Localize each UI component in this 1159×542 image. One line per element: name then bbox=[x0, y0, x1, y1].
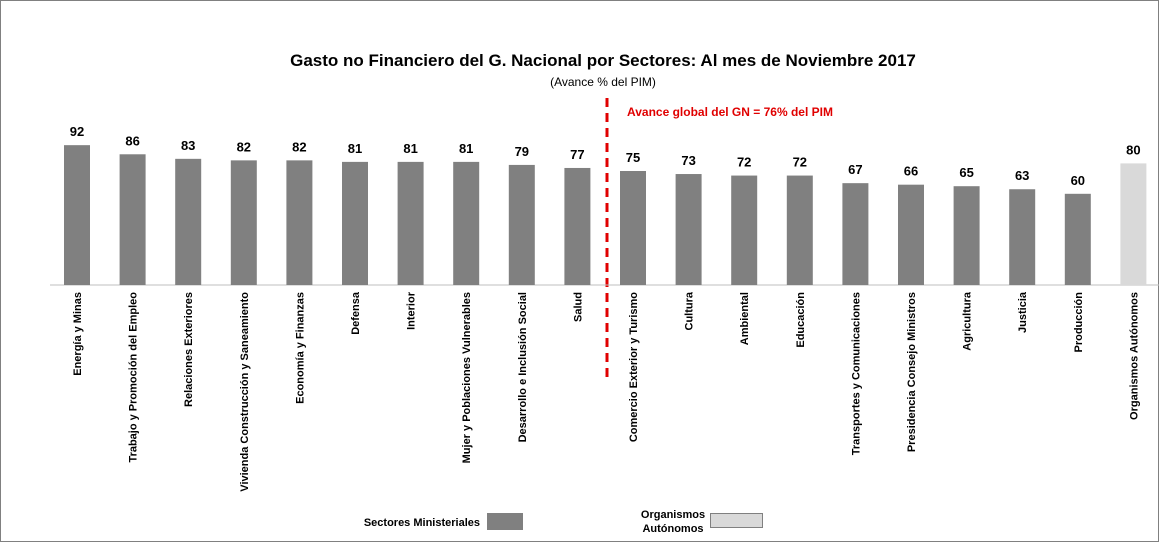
bar bbox=[1009, 189, 1036, 285]
chart-subtitle: (Avance % del PIM) bbox=[550, 75, 656, 89]
x-tick-label: Defensa bbox=[350, 291, 362, 335]
value-label: 67 bbox=[848, 162, 862, 177]
value-label: 82 bbox=[292, 139, 306, 154]
bar bbox=[119, 154, 146, 285]
bar bbox=[842, 183, 869, 285]
value-label: 92 bbox=[70, 124, 84, 139]
value-label: 75 bbox=[626, 150, 640, 165]
annotation: Avance global del GN = 76% del PIM bbox=[627, 105, 833, 119]
value-label: 72 bbox=[793, 155, 807, 170]
bar bbox=[564, 167, 591, 285]
value-label: 82 bbox=[237, 139, 251, 154]
chart-title: Gasto no Financiero del G. Nacional por … bbox=[290, 51, 916, 70]
x-tick-label: Relaciones Exteriores bbox=[183, 292, 195, 407]
value-label: 80 bbox=[1126, 142, 1140, 157]
legend-label: Sectores Ministeriales bbox=[364, 517, 480, 529]
x-tick-label: Mujer y Poblaciones Vulnerables bbox=[461, 292, 473, 463]
legend-swatch bbox=[487, 513, 523, 530]
bar bbox=[731, 175, 758, 285]
x-tick-label: Trabajo y Promoción del Empleo bbox=[128, 292, 140, 463]
value-label: 66 bbox=[904, 164, 918, 179]
x-tick-label: Vivienda Construcción y Saneamiento bbox=[239, 292, 251, 492]
x-tick-label: Desarrollo e Inclusión Social bbox=[517, 292, 529, 442]
bar bbox=[342, 161, 368, 285]
x-tick-label: Educación bbox=[795, 292, 807, 348]
bar bbox=[453, 161, 480, 285]
value-label: 73 bbox=[681, 153, 695, 168]
value-label: 81 bbox=[459, 141, 473, 156]
x-tick-label: Producción bbox=[1073, 292, 1085, 353]
value-label: 81 bbox=[403, 141, 417, 156]
value-label: 60 bbox=[1071, 173, 1085, 188]
x-tick-label: Organismos Autónomos bbox=[1128, 292, 1140, 420]
x-tick-label: Interior bbox=[406, 291, 418, 330]
x-tick-label: Cultura bbox=[684, 291, 696, 330]
value-label: 77 bbox=[570, 147, 584, 162]
x-tick-label: Salud bbox=[572, 292, 584, 322]
bar bbox=[1064, 193, 1091, 285]
x-tick-label: Agricultura bbox=[962, 291, 974, 351]
bar bbox=[898, 184, 924, 285]
value-label: 63 bbox=[1015, 168, 1029, 183]
bar bbox=[64, 145, 90, 285]
value-label: 86 bbox=[125, 133, 139, 148]
value-label: 83 bbox=[181, 138, 195, 153]
bar bbox=[286, 160, 313, 285]
bar bbox=[675, 174, 702, 285]
x-tick-label: Comercio Exterior y Turismo bbox=[628, 292, 640, 442]
x-tick-label: Justicia bbox=[1017, 291, 1029, 333]
x-tick-label: Energía y Minas bbox=[72, 292, 84, 376]
bar bbox=[397, 161, 424, 285]
x-tick-label: Ambiental bbox=[739, 292, 751, 345]
value-label: 79 bbox=[515, 144, 529, 159]
bar bbox=[508, 164, 535, 285]
value-label: 81 bbox=[348, 141, 362, 156]
legend-swatch bbox=[710, 513, 763, 528]
bar bbox=[953, 186, 980, 285]
value-label: 65 bbox=[959, 165, 973, 180]
bar bbox=[175, 158, 202, 285]
bar bbox=[230, 160, 257, 285]
x-tick-label: Transportes y Comunicaciones bbox=[850, 292, 862, 455]
x-tick-label: Presidencia Consejo Ministros bbox=[906, 292, 918, 452]
bar bbox=[1120, 163, 1147, 285]
bar bbox=[786, 175, 813, 285]
legend-label: Organismos Autónomos bbox=[640, 509, 706, 535]
value-label: 72 bbox=[737, 155, 751, 170]
x-tick-label: Economía y Finanzas bbox=[294, 292, 306, 404]
bar bbox=[620, 171, 646, 285]
